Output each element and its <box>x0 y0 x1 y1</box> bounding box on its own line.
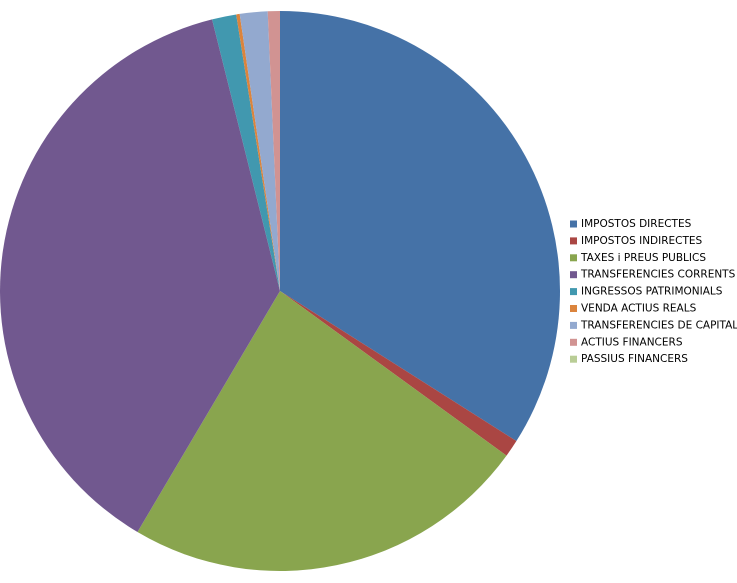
pie-slice <box>0 19 280 533</box>
legend-label: INGRESSOS PATRIMONIALS <box>581 286 723 298</box>
legend-swatch <box>570 321 577 329</box>
legend-label: VENDA ACTIUS REALS <box>581 303 697 315</box>
legend-label: PASSIUS FINANCERS <box>581 353 688 365</box>
legend-swatch <box>570 355 577 363</box>
legend-label: TRANSFERENCIES CORRENTS <box>580 269 736 281</box>
legend-label: ACTIUS FINANCERS <box>581 336 683 348</box>
pie-slice <box>280 11 560 442</box>
legend-swatch <box>570 288 577 296</box>
legend-swatch <box>570 305 577 312</box>
legend-swatch <box>570 237 577 245</box>
pie-slice <box>267 11 280 291</box>
legend-swatch <box>570 254 577 262</box>
legend-swatch <box>570 220 577 228</box>
legend-label: TAXES i PREUS PUBLICS <box>580 252 706 264</box>
pie-slice <box>212 14 280 291</box>
legend-label: IMPOSTOS INDIRECTES <box>581 235 703 247</box>
pie-slice <box>280 291 517 456</box>
pie-slice <box>137 291 507 571</box>
legend-label: IMPOSTOS DIRECTES <box>581 218 692 230</box>
legend-label: TRANSFERENCIES DE CAPITAL <box>580 319 737 331</box>
pie-slice <box>236 13 280 291</box>
legend-swatch <box>570 338 577 346</box>
pie-slice <box>239 11 280 291</box>
legend-swatch <box>570 271 577 279</box>
